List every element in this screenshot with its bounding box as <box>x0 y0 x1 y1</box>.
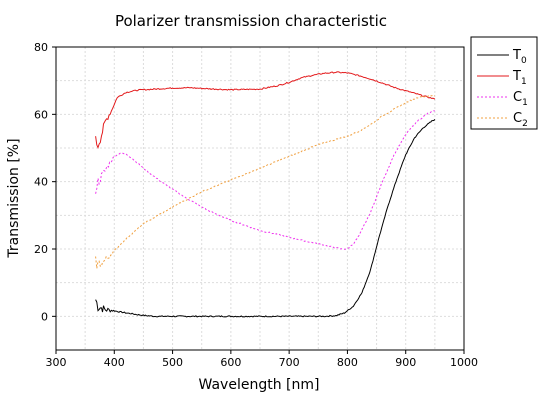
legend-label-main: T <box>512 48 521 63</box>
plot-frame <box>55 46 465 351</box>
legend-label-main: C <box>513 111 522 126</box>
legend-label-main: C <box>513 90 522 105</box>
legend-label-main: T <box>512 69 521 84</box>
x-tick-label: 1000 <box>450 356 478 369</box>
legend-label-subscript: 1 <box>521 77 527 87</box>
x-tick-label: 500 <box>162 356 183 369</box>
series-line-t1 <box>95 71 436 150</box>
legend-label: T0 <box>512 48 527 66</box>
series-line-t0 <box>95 119 436 318</box>
x-tick-label: 700 <box>279 356 300 369</box>
y-tick-label: 40 <box>34 176 48 189</box>
grid-lines <box>55 46 465 351</box>
legend-label-subscript: 2 <box>522 119 528 129</box>
y-tick-label: 0 <box>41 310 48 323</box>
series-layer <box>95 71 436 318</box>
x-axis-title: Wavelength [nm] <box>199 377 320 393</box>
x-tick-label: 300 <box>46 356 67 369</box>
y-tick-label: 60 <box>34 108 48 121</box>
series-line-c2 <box>95 94 435 269</box>
x-tick-label: 900 <box>395 356 416 369</box>
legend-label: C1 <box>513 90 528 108</box>
axis-ticks: 300 400 500 600 700 800 900 1000 0 20 40 60 80 <box>34 41 478 369</box>
series-line-c1 <box>95 110 435 250</box>
legend-label-subscript: 0 <box>521 56 527 66</box>
legend-box <box>470 36 538 130</box>
chart-title: Polarizer transmission characteristic <box>115 12 387 30</box>
x-tick-label: 600 <box>220 356 241 369</box>
legend-label-subscript: 1 <box>522 98 528 108</box>
y-tick-label: 80 <box>34 41 48 54</box>
legend-label: C2 <box>513 111 528 129</box>
x-tick-label: 400 <box>104 356 125 369</box>
x-tick-label: 800 <box>337 356 358 369</box>
y-axis-title: Transmission [%] <box>6 138 22 258</box>
legend-label: T1 <box>512 69 527 87</box>
y-tick-label: 20 <box>34 243 48 256</box>
